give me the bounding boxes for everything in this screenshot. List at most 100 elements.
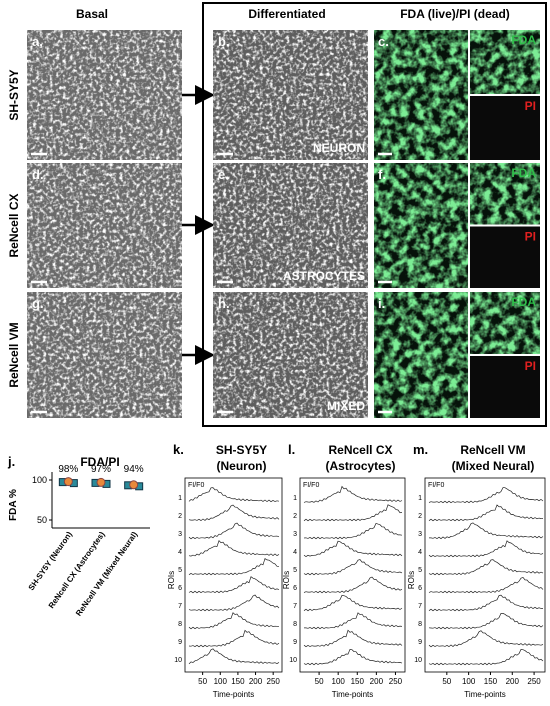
inset-pi [470,226,540,288]
marker-point [63,477,73,487]
roi-label: 1 [178,495,182,502]
roi-label: 7 [178,603,182,610]
panel-label: g. [32,296,44,311]
x-tick-label: 200 [249,677,263,686]
roi-label: 1 [293,495,297,502]
panel-label: b. [218,34,230,49]
corner-label: FI/F0 [428,482,444,489]
y-tick-label: 50 [37,515,47,525]
fluorescence-texture [374,163,468,288]
panel-label: f. [378,167,386,182]
micrograph-texture [213,292,368,418]
trace [303,649,403,666]
trace [428,576,544,594]
trace [429,522,544,540]
panel-label: d. [32,167,44,182]
x-tick-label: 150 [351,677,365,686]
roi-label: 10 [414,657,422,664]
column-header: Differentiated [248,7,325,21]
x-tick-label: 150 [484,677,498,686]
inset-label: FDA [511,33,536,47]
trace [303,522,403,540]
cell-type-label: NEURON [313,141,365,155]
inset-fda-texture [470,163,540,225]
inset-fda-texture [470,292,540,354]
inset-label: PI [525,99,536,113]
y-tick-label: 100 [32,475,47,485]
frame [202,2,547,427]
micrograph-texture [213,30,368,160]
y-axis-label: ROIs [407,571,416,589]
roi-label: 2 [418,513,422,520]
x-tick-label: 100 [462,677,476,686]
y-axis-label: ROIs [282,571,291,589]
trace [303,576,403,594]
x-tick-label: 50 [315,677,324,686]
micrograph-texture [27,163,182,288]
trace [188,487,280,503]
trace [428,559,544,576]
micrograph-texture [213,163,368,288]
roi-label: 2 [293,513,297,520]
trace [188,539,280,557]
x-tick-label: 50 [198,677,207,686]
panel-label: e. [218,167,229,182]
value-label: 98% [58,464,78,475]
micrograph-texture [27,30,182,160]
trace [428,487,544,504]
value-label: 97% [91,464,111,475]
trace [303,485,403,503]
panel-label: a. [32,34,43,49]
panel-label: j. [7,454,15,469]
roi-label: 5 [418,567,422,574]
trace [188,629,280,648]
trace-box [184,477,283,673]
x-tick-label: 250 [267,677,281,686]
inset-label: FDA [511,295,536,309]
inset-pi [470,96,540,160]
row-label: ReNcell VM [7,322,21,387]
marker-point [129,480,139,490]
y-axis-label: ROIs [167,571,176,589]
x-tick-label: ReNcell CX (Astrocytes) [47,530,107,610]
x-tick-label: 250 [527,677,541,686]
trace [188,504,280,522]
x-axis-label: Time-points [464,690,506,699]
chart-title: FDA/PI [80,455,119,469]
trace [188,522,280,540]
roi-label: 3 [293,531,297,538]
trace-subtitle: (Mixed Neural) [452,459,535,473]
trace-subtitle: (Astrocytes) [325,459,395,473]
roi-label: 9 [418,639,422,646]
trace-subtitle: (Neuron) [217,459,267,473]
panel-label: l. [288,442,295,457]
trace [428,594,543,612]
x-tick-label: 250 [389,677,403,686]
roi-label: 5 [178,567,182,574]
row-label: SH-SY5Y [7,69,21,120]
roi-label: 9 [293,639,297,646]
inset-fda-texture [470,30,540,94]
value-label: 94% [124,464,144,475]
roi-label: 6 [418,585,422,592]
roi-label: 4 [178,549,182,556]
column-header: FDA (live)/PI (dead) [400,7,510,21]
trace [303,629,403,648]
trace [188,612,280,630]
row-label: ReNcell CX [7,193,21,257]
x-tick-label: 200 [370,677,384,686]
fluorescence-texture [374,30,468,160]
roi-label: 1 [418,495,422,502]
trace [303,559,403,576]
trace [303,540,403,558]
roi-label: 8 [418,621,422,628]
trace-title: ReNcell VM [460,443,525,457]
roi-label: 5 [293,567,297,574]
x-tick-label: 100 [332,677,346,686]
cell-type-label: ASTROCYTES [283,269,365,283]
trace [428,630,544,648]
trace-box [299,477,406,673]
roi-label: 2 [178,513,182,520]
roi-label: 4 [293,549,297,556]
x-axis-label: Time-points [213,690,255,699]
